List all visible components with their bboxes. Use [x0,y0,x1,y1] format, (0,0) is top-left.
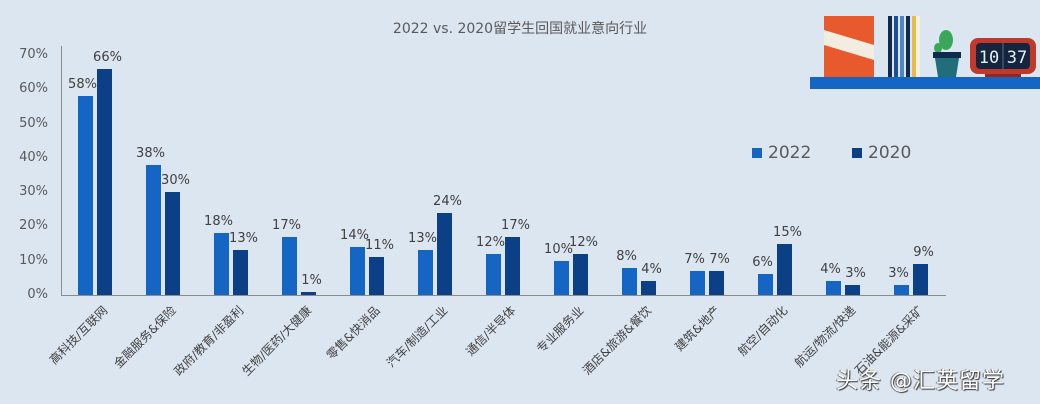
bar-2020 [709,271,724,295]
data-label: 12% [569,234,598,250]
bar-2020 [437,212,452,295]
data-label: 38% [136,145,165,161]
x-tick-label: 酒店&旅游&餐饮 [580,303,655,378]
data-label: 4% [641,262,662,278]
x-tick-label: 汽车/制造/工业 [383,303,451,370]
bar-2020 [97,68,112,295]
data-label: 3% [888,265,909,281]
x-tick-label: 金融服务&保险 [110,303,179,371]
data-label: 8% [616,248,637,264]
data-label: 11% [365,238,394,254]
data-label: 18% [204,214,233,230]
bar-2020 [845,284,860,295]
bar-2020 [165,192,180,295]
data-label: 13% [229,231,258,247]
bar-2022 [78,96,93,295]
svg-text:37: 37 [1007,48,1027,68]
y-tick-label: 50% [19,115,48,131]
shelf [810,77,1040,89]
x-axis-line [61,295,946,296]
y-tick-label: 60% [19,81,48,97]
bar-2022 [146,164,161,295]
bar-2020 [573,253,588,295]
books-stack-icon [888,16,892,77]
y-tick-label: 70% [19,47,48,62]
bar-2022 [690,271,705,295]
x-tick-label: 建筑&地产 [671,303,723,354]
bar-2020 [369,257,384,295]
data-label: 12% [476,234,505,250]
data-label: 24% [433,193,462,209]
y-tick-label: 30% [19,184,48,200]
x-tick-label: 政府/教育/非盈利 [171,303,247,379]
legend-item-2022: 2022 [752,143,811,163]
legend-item-2020: 2020 [852,143,911,163]
y-tick-label: 20% [19,218,48,234]
clock-icon: 10 37 [970,38,1036,77]
bookshelf-illustration: 10 37 [810,16,1040,89]
watermark: 头条 @汇英留学 [836,369,1005,394]
data-label: 7% [709,252,730,267]
bar-2022 [758,274,773,295]
data-label: 58% [68,77,97,93]
bar-2020 [641,281,656,295]
bar-2022 [826,281,841,295]
data-label: 15% [773,224,802,240]
data-label: 14% [340,228,369,243]
bar-2022 [554,260,569,295]
legend-label-2020: 2020 [868,143,912,163]
x-tick-label: 航运/物流/快递 [791,303,859,370]
y-tick-label: 0% [27,287,48,302]
bar-2022 [894,284,909,295]
x-tick-label: 零售&快消品 [323,303,383,363]
bar-2020 [233,250,248,295]
y-axis-line [61,46,62,296]
data-label: 30% [161,173,190,189]
bar-2022 [350,247,365,295]
cactus-plant-icon [933,30,961,77]
bar-2022 [418,250,433,295]
x-tick-label: 高科技/互联网 [46,303,111,368]
bar-2022 [486,253,501,295]
data-label: 7% [684,252,705,267]
x-tick-label: 专业服务业 [533,303,587,356]
legend-swatch-2020 [852,148,862,158]
data-label: 13% [408,231,437,247]
legend-swatch-2022 [752,148,762,158]
bar-2020 [301,291,316,295]
data-label: 17% [272,217,301,233]
data-label: 9% [913,245,934,261]
data-label: 4% [820,262,841,278]
data-label: 10% [544,241,573,257]
data-label: 17% [501,217,530,233]
chart-title: 2022 vs. 2020留学生回国就业意向行业 [392,21,648,37]
data-label: 66% [93,49,122,65]
bar-2020 [777,243,792,295]
data-label: 1% [301,272,322,288]
x-tick-label: 生物/医药/大健康 [239,303,315,379]
svg-text:10: 10 [979,48,999,68]
bar-2020 [505,236,520,295]
bar-2022 [214,233,229,295]
bar-2020 [913,264,928,295]
bar-2022 [622,267,637,295]
x-tick-label: 通信/半导体 [463,303,519,359]
y-tick-label: 10% [19,252,48,268]
y-tick-label: 40% [19,149,48,165]
data-label: 6% [752,255,773,271]
bar-2022 [282,236,297,295]
x-tick-label: 航空/自动化 [735,303,791,359]
data-label: 3% [845,265,866,281]
legend-label-2022: 2022 [768,143,812,163]
